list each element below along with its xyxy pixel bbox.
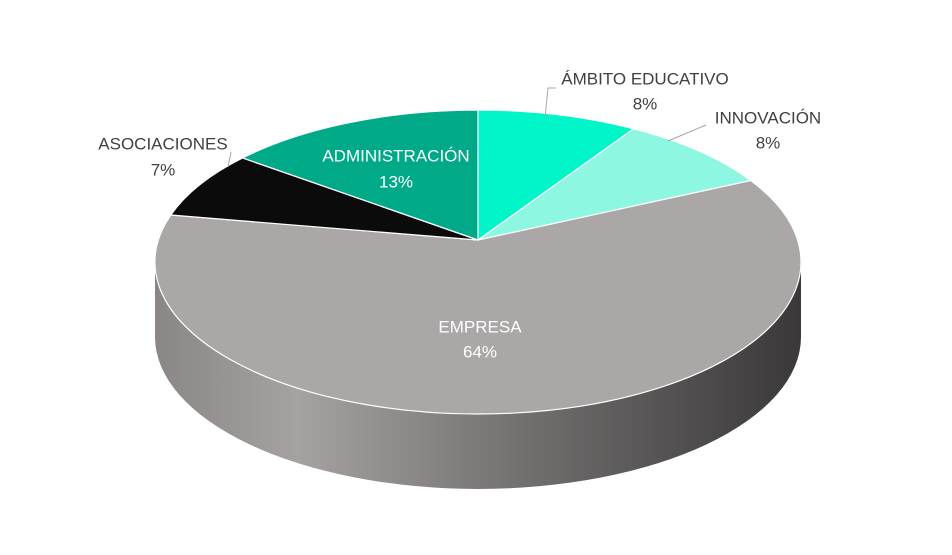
category-label: ADMINISTRACIÓN <box>322 146 469 165</box>
pie-slice <box>169 157 479 241</box>
category-label: INNOVACIÓN <box>715 108 821 127</box>
category-label: ÁMBITO EDUCATIVO <box>561 69 729 88</box>
value-label: 13% <box>379 172 413 191</box>
pie-side <box>155 262 801 489</box>
pie-slice <box>241 109 479 241</box>
pie-sides <box>155 262 801 489</box>
value-label: 7% <box>151 160 176 179</box>
value-label: 8% <box>756 133 781 152</box>
value-label: 8% <box>633 94 658 113</box>
category-label: ASOCIACIONES <box>98 134 227 153</box>
category-label: EMPRESA <box>438 317 522 336</box>
pie-slice <box>477 109 636 242</box>
leader-line <box>544 87 556 119</box>
pie-tops <box>154 109 802 415</box>
value-label: 64% <box>463 342 497 361</box>
leader-line <box>227 151 232 168</box>
pie-slice <box>154 179 802 415</box>
pie-slice <box>477 128 753 241</box>
leader-line <box>667 124 707 142</box>
labels: ÁMBITO EDUCATIVO 8% INNOVACIÓN 8% EMPRESA 64%… <box>98 69 821 361</box>
